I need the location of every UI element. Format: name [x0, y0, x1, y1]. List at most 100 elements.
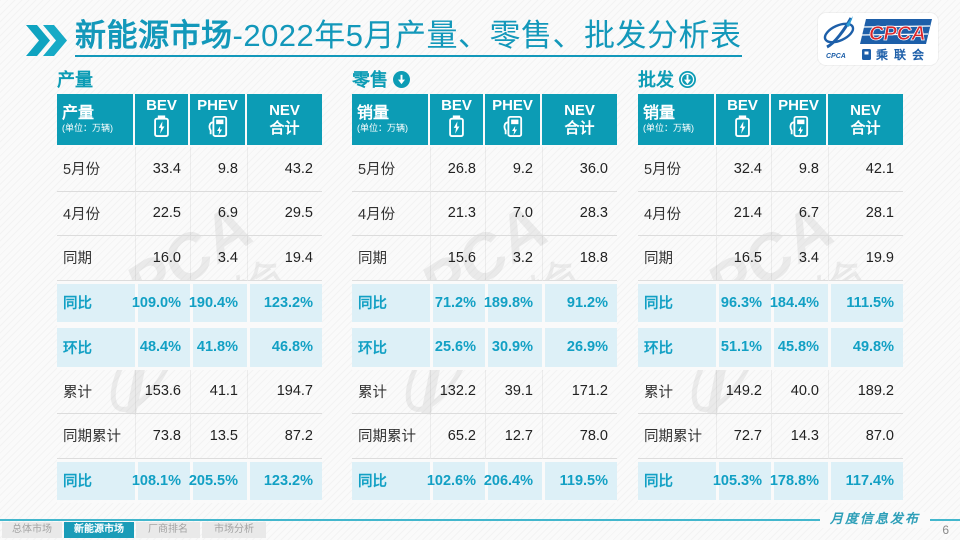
row-label: 同期	[638, 236, 716, 281]
data-table: 销量 (单位：万辆) BEV PHEV NEV 合计 5月份 32.4 9.8 42.1 4月份 21…	[638, 94, 903, 503]
cell-value: 65.2	[430, 414, 485, 459]
cell-value: 9.8	[190, 147, 247, 192]
cell-value: 19.9	[828, 236, 903, 281]
cell-value: 87.0	[828, 414, 903, 459]
column-label: PHEV	[778, 96, 819, 114]
cell-value: 13.5	[190, 414, 247, 459]
charging-station-icon	[788, 115, 809, 142]
publish-label: 月度信息发布	[819, 512, 930, 528]
cell-value: 29.5	[247, 191, 322, 236]
data-table: 产量 (单位：万辆) BEV PHEV NEV 合计 5月份 33.4 9.8 43.2 4月份 22…	[57, 94, 322, 503]
cell-value: 49.8%	[828, 325, 903, 370]
cell-value: 30.9%	[485, 325, 542, 370]
column-label: NEV	[269, 101, 300, 119]
row-label: 同比	[57, 458, 135, 503]
wholesale-table: 批发 销量 (单位：万辆) BEV PHEV NEV 合计 5月份 32.4 9.8 42.1 4月…	[638, 66, 903, 506]
column-label: NEV	[564, 101, 595, 119]
footer-divider-line	[0, 519, 960, 521]
section-title: 批发	[638, 70, 674, 90]
row-label: 环比	[638, 325, 716, 370]
nav-tab-1[interactable]: 总体市场	[2, 522, 62, 538]
section-title: 零售	[352, 70, 388, 90]
row-label: 同期累计	[638, 414, 716, 459]
cell-value: 28.1	[828, 191, 903, 236]
measure-label: 销量	[643, 105, 676, 123]
row-label: 同期	[57, 236, 135, 281]
circle-down-arrow-icon	[679, 70, 696, 88]
measure-header-cell: 销量 (单位：万辆)	[352, 94, 430, 147]
double-chevron-icon	[26, 25, 68, 61]
cell-value: 119.5%	[542, 458, 617, 503]
cell-value: 9.2	[485, 147, 542, 192]
cell-value: 36.0	[542, 147, 617, 192]
cell-value: 21.3	[430, 191, 485, 236]
cell-value: 7.0	[485, 191, 542, 236]
measure-label: 销量	[357, 105, 390, 123]
cell-value: 91.2%	[542, 280, 617, 325]
cell-value: 33.4	[135, 147, 190, 192]
cell-value: 96.3%	[716, 280, 771, 325]
cell-value: 149.2	[716, 369, 771, 414]
column-header-cell: PHEV	[190, 94, 247, 147]
cpca-logo: CPCA CPCA 乘联会	[818, 13, 938, 65]
cell-value: 6.9	[190, 191, 247, 236]
cell-value: 28.3	[542, 191, 617, 236]
section-header: 零售	[352, 66, 617, 92]
nav-tab-3[interactable]: 厂商排名	[136, 522, 200, 538]
measure-label: 产量	[62, 105, 95, 123]
cell-value: 48.4%	[135, 325, 190, 370]
cell-value: 123.2%	[247, 280, 322, 325]
row-label: 4月份	[57, 192, 135, 236]
cell-value: 45.8%	[771, 325, 828, 370]
column-header-cell: NEV 合计	[247, 94, 322, 147]
section-header: 产量	[57, 66, 322, 92]
cell-value: 171.2	[542, 369, 617, 414]
column-header-cell: NEV 合计	[542, 94, 617, 147]
row-label: 累计	[352, 370, 430, 414]
row-label: 5月份	[638, 147, 716, 192]
column-label: BEV	[727, 96, 758, 114]
cell-value: 6.7	[771, 191, 828, 236]
cell-value: 15.6	[430, 236, 485, 281]
row-label: 同比	[352, 458, 430, 503]
cell-value: 26.9%	[542, 325, 617, 370]
circle-down-arrow-icon	[393, 70, 410, 88]
production-table: 产量 产量 (单位：万辆) BEV PHEV NEV 合计 5月份 33.4 9.8 43.2 4月…	[57, 66, 322, 506]
battery-icon	[448, 115, 465, 142]
cell-value: 189.8%	[484, 280, 542, 325]
row-label: 4月份	[352, 192, 430, 236]
cell-value: 190.4%	[189, 280, 247, 325]
cell-value: 109.0%	[132, 280, 190, 325]
cell-value: 16.0	[135, 236, 190, 281]
cell-value: 43.2	[247, 147, 322, 192]
row-label: 环比	[57, 325, 135, 370]
cell-value: 153.6	[135, 369, 190, 414]
column-label: BEV	[441, 96, 472, 114]
column-label: PHEV	[492, 96, 533, 114]
row-label: 5月份	[57, 147, 135, 192]
page-title: 新能源市场-2022年5月产量、零售、批发分析表	[75, 18, 742, 57]
nav-tabs: 总体市场 新能源市场 厂商排名 市场分析	[0, 522, 320, 538]
cell-value: 87.2	[247, 414, 322, 459]
cell-value: 14.3	[771, 414, 828, 459]
cell-value: 12.7	[485, 414, 542, 459]
cell-value: 184.4%	[770, 280, 828, 325]
title-highlight: 新能源市场	[75, 18, 233, 53]
row-label: 同比	[638, 458, 716, 503]
cell-value: 42.1	[828, 147, 903, 192]
cell-value: 25.6%	[430, 325, 485, 370]
cell-value: 21.4	[716, 191, 771, 236]
nav-tab-4[interactable]: 市场分析	[202, 522, 266, 538]
page-number: 6	[942, 523, 949, 537]
unit-label: (单位：万辆)	[62, 122, 113, 133]
nav-tab-2[interactable]: 新能源市场	[64, 522, 134, 538]
cell-value: 178.8%	[770, 458, 828, 503]
cell-value: 40.0	[771, 369, 828, 414]
row-label: 累计	[57, 370, 135, 414]
cell-value: 73.8	[135, 414, 190, 459]
section-title: 产量	[57, 70, 93, 90]
measure-header-cell: 产量 (单位：万辆)	[57, 94, 135, 147]
charging-station-icon	[502, 115, 523, 142]
cell-value: 3.4	[190, 236, 247, 281]
